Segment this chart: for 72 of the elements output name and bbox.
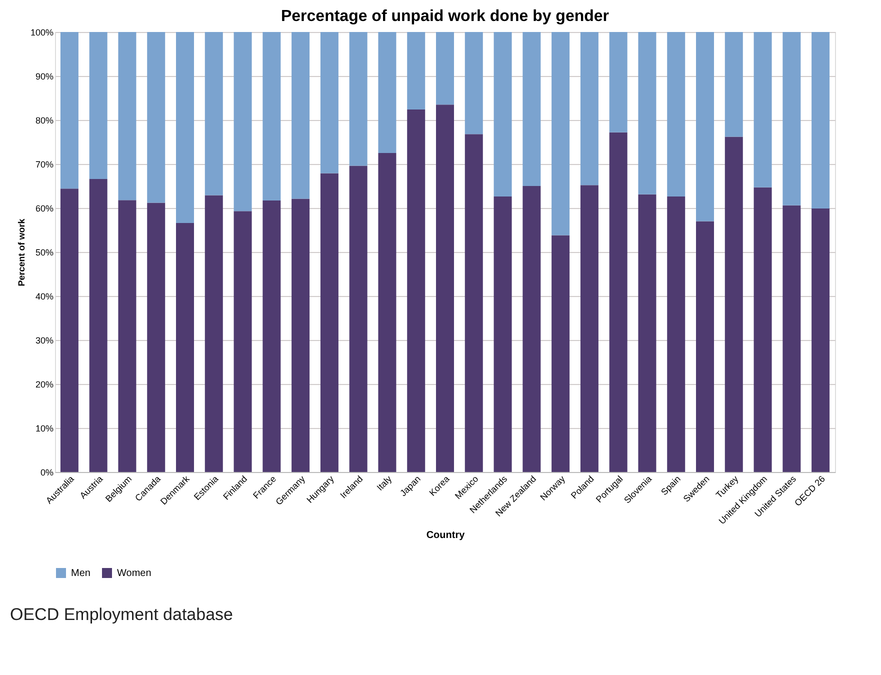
bar	[494, 196, 512, 472]
bar	[724, 32, 743, 137]
bar	[378, 32, 396, 153]
y-tick-label: 40%	[35, 292, 54, 302]
bar	[292, 32, 310, 199]
bar	[176, 222, 194, 472]
bar	[89, 178, 108, 472]
bar	[234, 211, 252, 472]
bar	[494, 32, 512, 197]
text: OECD Employment database	[10, 605, 233, 624]
bar	[552, 235, 570, 472]
bar	[234, 32, 252, 212]
bar	[724, 136, 743, 472]
bar	[292, 198, 310, 472]
bar	[522, 186, 541, 472]
legend-label: Men	[71, 568, 90, 579]
bar	[320, 32, 338, 174]
bar	[204, 195, 223, 472]
bar	[638, 32, 656, 194]
bar	[812, 208, 830, 472]
bar	[176, 32, 194, 223]
bar	[60, 188, 78, 472]
y-tick-label: 10%	[35, 424, 54, 434]
bar	[89, 32, 108, 179]
bar	[609, 32, 628, 132]
bar	[378, 153, 396, 472]
bar	[349, 32, 368, 166]
x-axis-title: Country	[426, 530, 466, 542]
bar	[754, 32, 772, 188]
bar	[552, 32, 570, 236]
bar	[262, 32, 281, 201]
y-tick-label: 80%	[35, 116, 54, 126]
bar	[667, 32, 686, 197]
bar	[118, 32, 136, 200]
y-axis-title: Percent of work	[16, 218, 26, 286]
bar	[580, 185, 598, 472]
bar	[782, 32, 801, 206]
bar	[696, 221, 714, 472]
bar	[204, 32, 223, 196]
bar	[609, 132, 628, 472]
bar	[147, 202, 166, 472]
bar	[407, 109, 426, 472]
y-tick-label: 60%	[35, 204, 54, 214]
y-tick-label: 0%	[40, 468, 54, 478]
bar	[580, 32, 598, 186]
bar	[464, 32, 483, 134]
bar	[812, 32, 830, 208]
bar	[754, 187, 772, 472]
bar	[147, 32, 166, 203]
bar	[696, 32, 714, 222]
bar	[349, 166, 368, 472]
bar	[638, 194, 656, 472]
y-tick-label: 70%	[35, 160, 54, 170]
y-tick-label: 30%	[35, 336, 54, 346]
bar	[262, 200, 281, 472]
bar	[436, 32, 454, 105]
legend-label: Women	[117, 568, 152, 579]
chart-title: Percentage of unpaid work done by gender	[280, 8, 610, 25]
bar	[436, 104, 454, 472]
y-tick-label: 50%	[35, 248, 54, 258]
y-tick-label: 20%	[35, 380, 54, 390]
bar	[782, 205, 801, 472]
bar	[667, 196, 686, 472]
bar	[320, 173, 338, 472]
bar	[60, 32, 78, 189]
x-tick-label: Italy	[374, 473, 394, 493]
y-tick-label: 90%	[35, 72, 54, 82]
y-tick-label: 100%	[30, 28, 54, 38]
bar	[464, 134, 483, 472]
bar	[118, 200, 136, 472]
bar	[407, 32, 426, 110]
bar	[522, 32, 541, 186]
